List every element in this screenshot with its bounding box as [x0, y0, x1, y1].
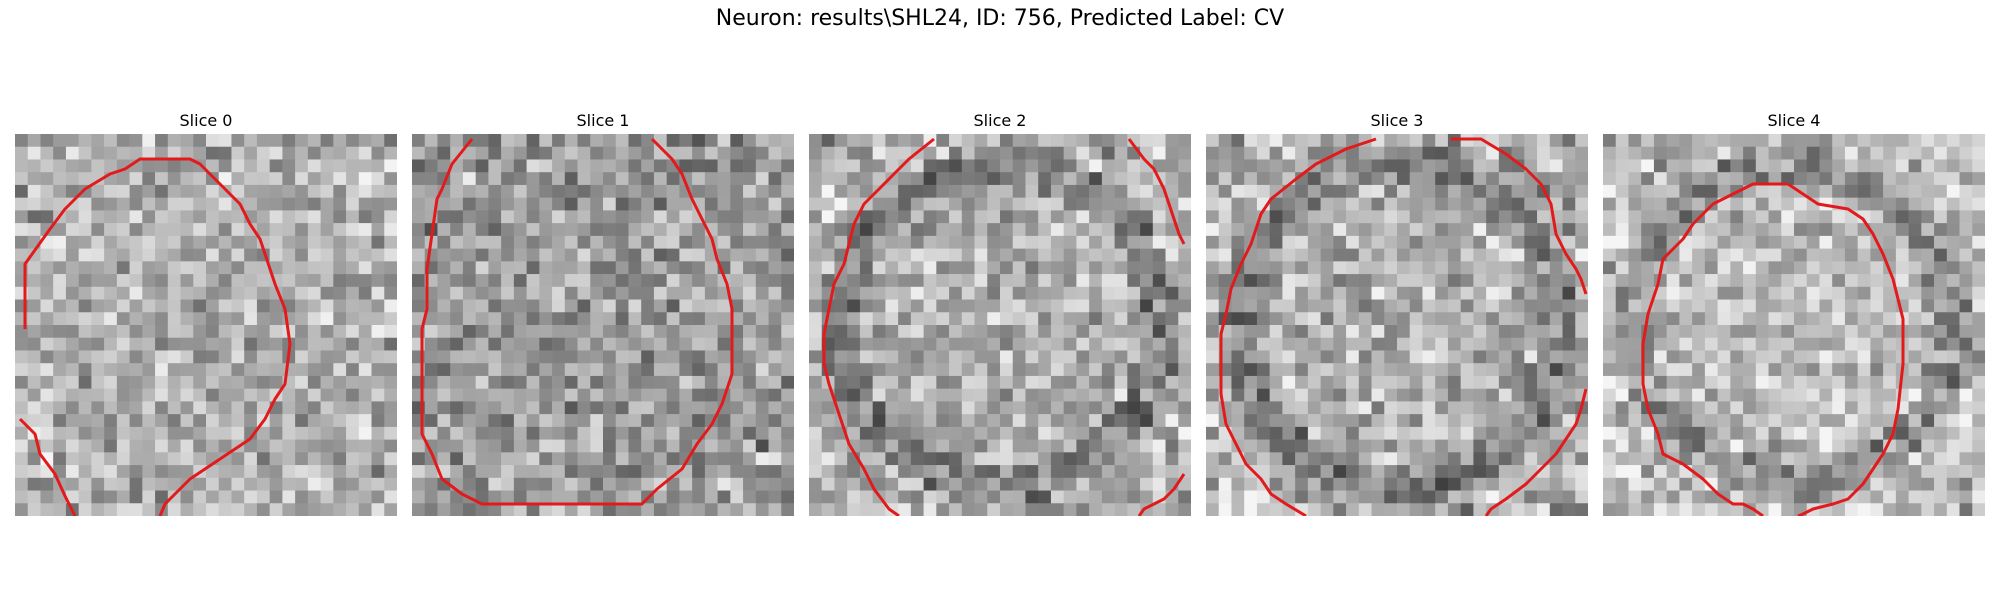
slice-panel-0: Slice 0 [15, 110, 397, 516]
segmentation-contour-left [822, 137, 935, 516]
slice-panel-4: Slice 4 [1603, 110, 1985, 516]
segmentation-contour-right [1127, 138, 1186, 245]
slice-title: Slice 1 [576, 111, 630, 130]
segmentation-contour-right [1451, 137, 1588, 295]
slice-title: Slice 0 [179, 111, 233, 130]
slice-panel-2: Slice 2 [809, 110, 1191, 516]
slice-image-0 [15, 134, 397, 516]
slice-panel-1: Slice 1 [412, 110, 794, 516]
slice-panel-3: Slice 3 [1206, 110, 1588, 516]
grayscale-pixel-grid [412, 134, 794, 516]
grayscale-pixel-grid [1206, 134, 1588, 516]
figure-title: Neuron: results\SHL24, ID: 756, Predicte… [715, 6, 1285, 31]
segmentation-contour-lower-right [1484, 388, 1588, 516]
slice-image-3 [1206, 134, 1588, 516]
segmentation-contour [420, 137, 734, 506]
segmentation-contour-lower [18, 417, 77, 516]
grayscale-pixel-grid [15, 134, 397, 516]
segmentation-contour [23, 157, 292, 516]
segmentation-contour [1641, 182, 1788, 516]
grayscale-pixel-grid [809, 134, 1191, 516]
slice-title: Slice 3 [1370, 111, 1424, 130]
slice-title: Slice 4 [1767, 111, 1821, 130]
slice-title: Slice 2 [973, 111, 1027, 130]
segmentation-contour-right [1787, 182, 1905, 516]
slice-image-2 [809, 134, 1191, 516]
slice-image-4 [1603, 134, 1985, 516]
segmentation-contour-corner [1137, 473, 1186, 516]
slice-image-1 [412, 134, 794, 516]
grayscale-pixel-grid [1603, 134, 1985, 516]
segmentation-contour-left [1219, 137, 1377, 516]
